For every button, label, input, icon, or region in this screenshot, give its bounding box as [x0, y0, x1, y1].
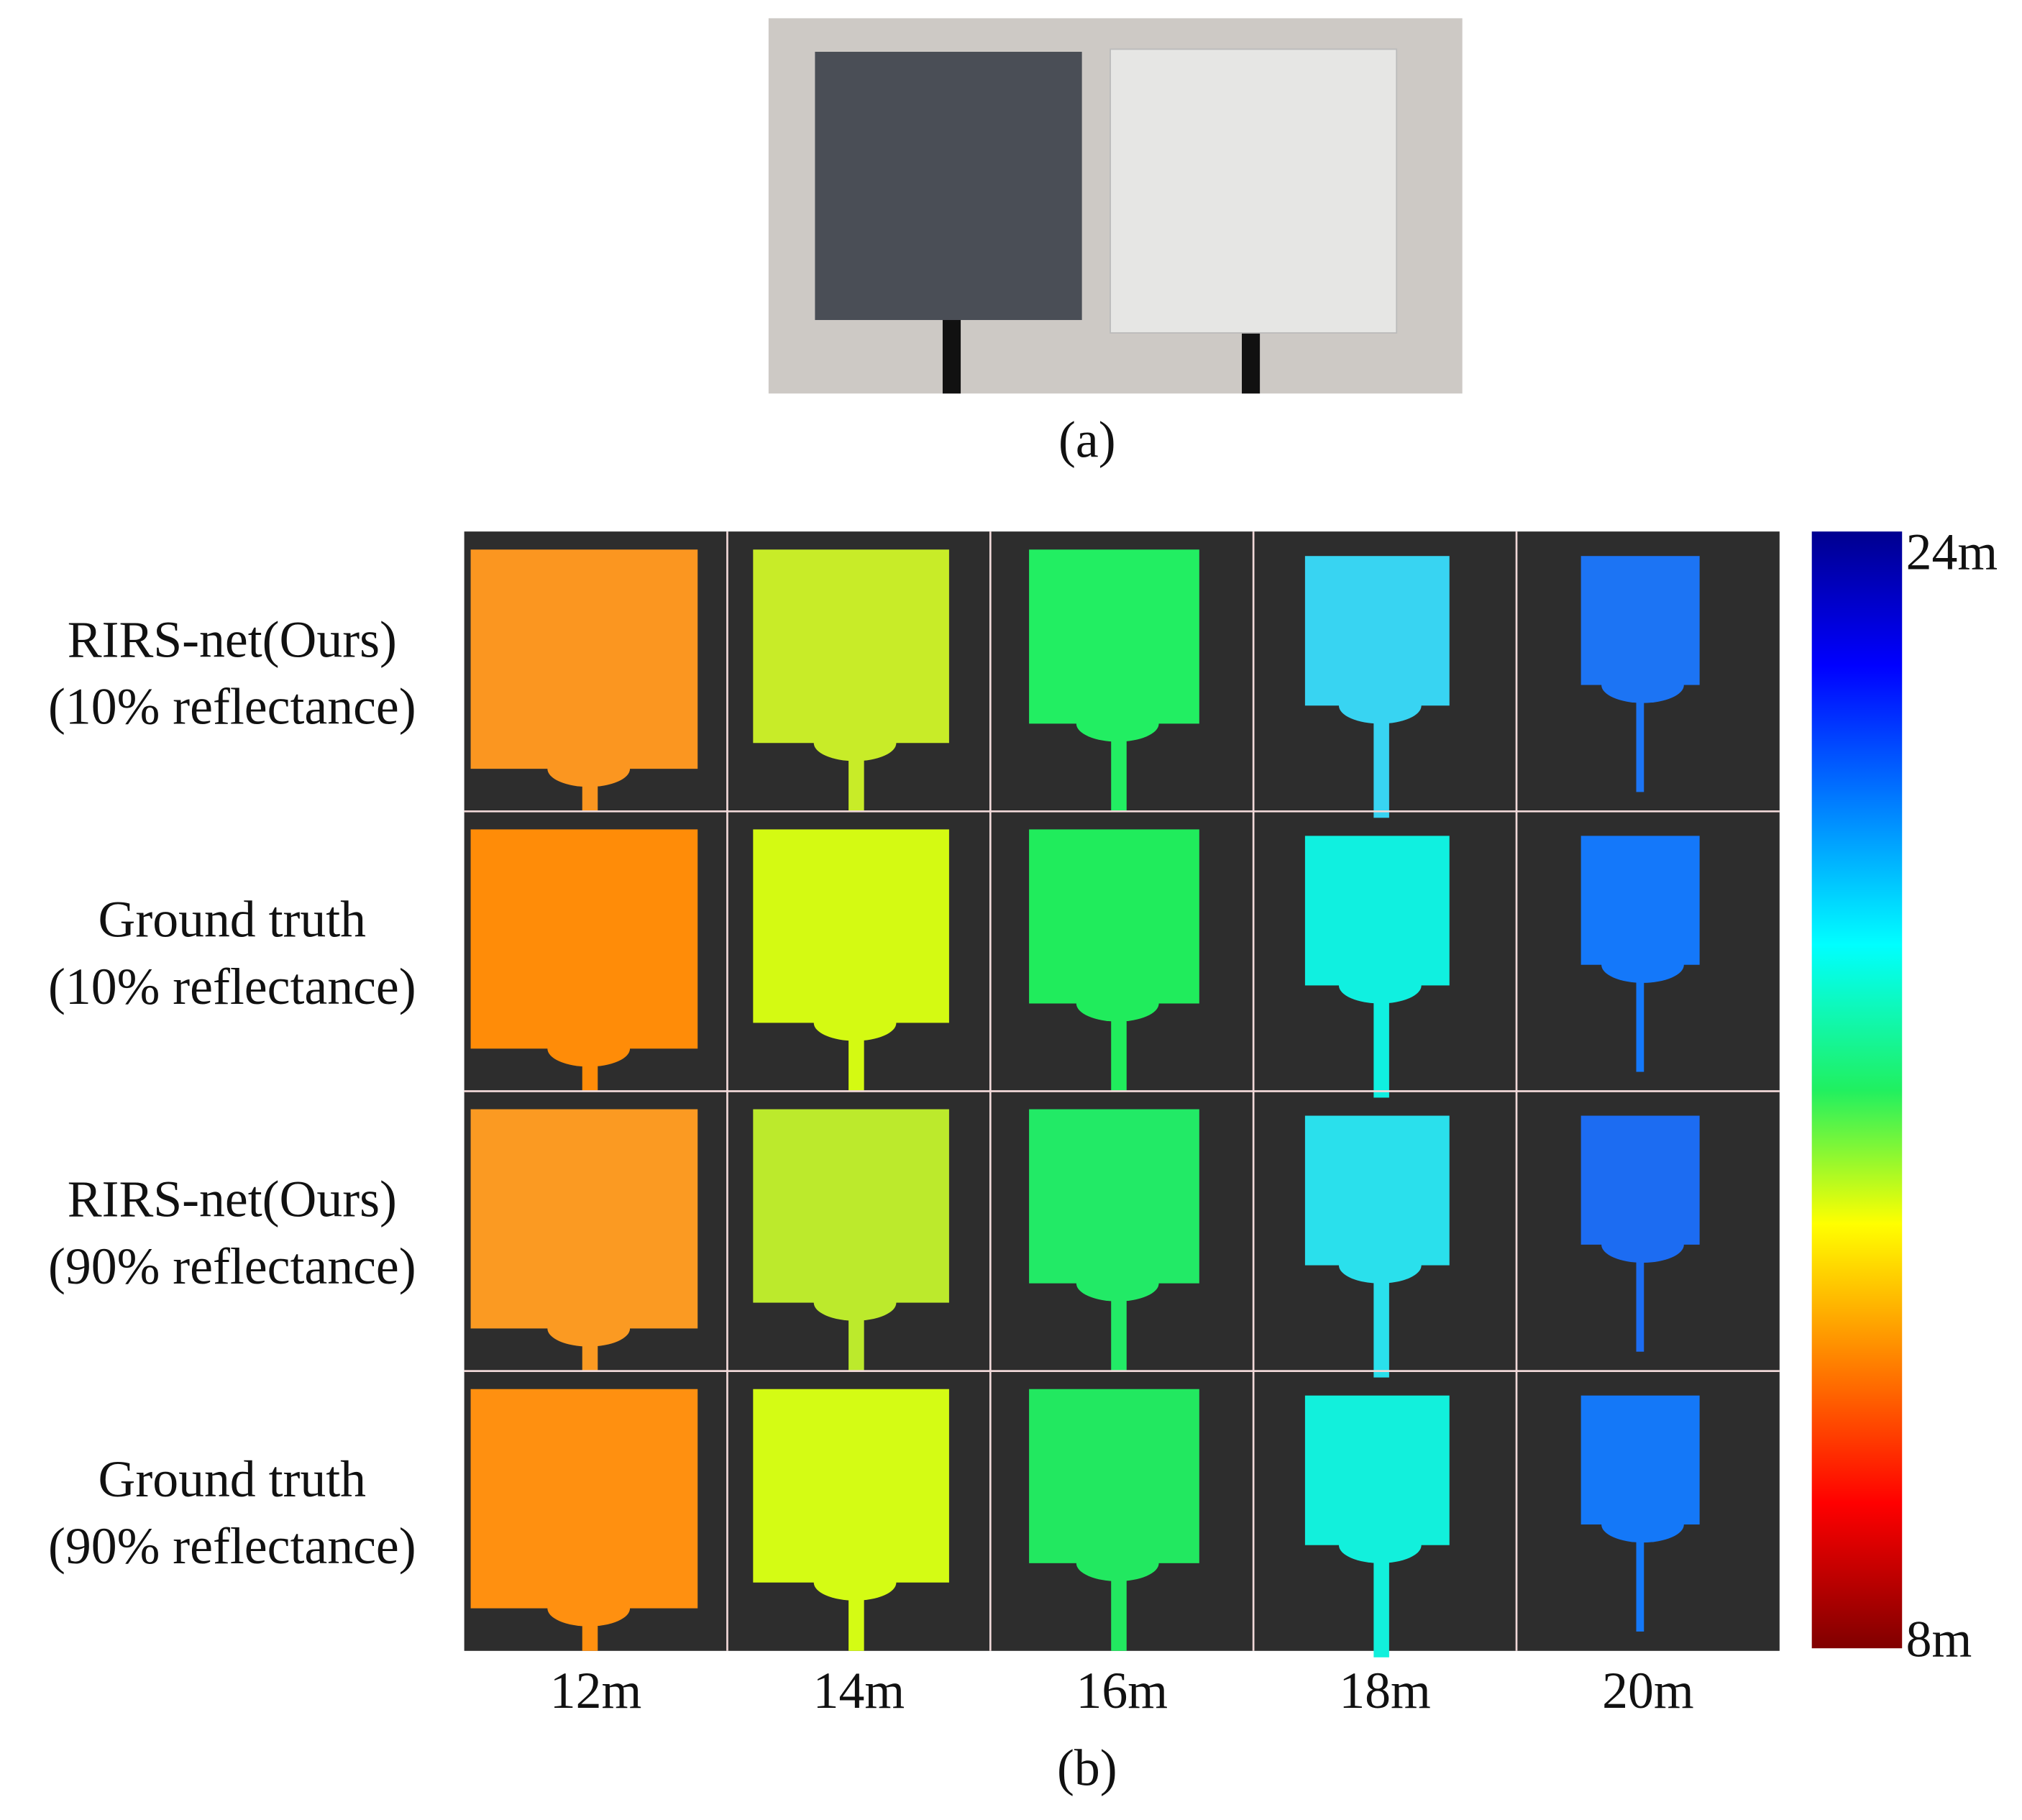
depth-stem	[1111, 723, 1127, 812]
depth-panel	[753, 829, 949, 1023]
row-label: RIRS-net(Ours)	[68, 1171, 397, 1228]
depth-panel	[1029, 549, 1199, 724]
depth-panel	[1580, 1395, 1700, 1525]
depth-panel	[470, 829, 698, 1049]
depth-panel	[1580, 1115, 1700, 1245]
row-label: RIRS-net(Ours)	[68, 611, 397, 668]
colorbar-label: 24m	[1906, 523, 1998, 580]
column-label: 14m	[813, 1662, 905, 1719]
row-label: (90% reflectance)	[48, 1238, 416, 1295]
row-label: Ground truth	[99, 891, 367, 948]
depth-stem	[1636, 1244, 1644, 1352]
depth-stem	[1111, 1563, 1127, 1651]
column-label: 16m	[1076, 1662, 1168, 1719]
depth-panel	[1029, 1109, 1199, 1284]
depth-stem	[1373, 1265, 1389, 1378]
depth-stem	[1111, 1283, 1127, 1371]
depth-panel	[753, 1109, 949, 1303]
column-label: 20m	[1602, 1662, 1694, 1719]
depth-panel	[753, 1389, 949, 1583]
depth-stem	[1373, 1545, 1389, 1657]
row-label: (10% reflectance)	[48, 678, 416, 736]
depth-panel	[1029, 1389, 1199, 1563]
colorbar-label: 8m	[1906, 1610, 1972, 1668]
depth-panel	[470, 1109, 698, 1329]
depth-stem	[1373, 705, 1389, 818]
depth-stem	[1636, 964, 1644, 1072]
depth-stem	[1111, 1003, 1127, 1092]
column-label: 12m	[550, 1662, 642, 1719]
depth-panel	[1304, 1115, 1450, 1266]
depth-panel	[1580, 556, 1700, 685]
depth-panel	[470, 1389, 698, 1609]
row-label: Ground truth	[99, 1450, 367, 1508]
depth-panel	[470, 549, 698, 769]
depth-panel	[1304, 1395, 1450, 1545]
depth-stem	[1636, 685, 1644, 792]
panel-label: (b)	[1057, 1739, 1117, 1797]
column-label: 18m	[1339, 1662, 1431, 1719]
panel-label: (a)	[1058, 411, 1116, 468]
photo	[768, 18, 1463, 394]
row-label: (90% reflectance)	[48, 1517, 416, 1575]
colorbar	[1811, 531, 1903, 1649]
depth-panel	[1029, 829, 1199, 1004]
row-label: (10% reflectance)	[48, 958, 416, 1015]
depth-panel	[1304, 836, 1450, 986]
depth-panel	[753, 549, 949, 744]
depth-panel	[1304, 556, 1450, 706]
depth-stem	[1373, 985, 1389, 1098]
depth-panel	[1580, 836, 1700, 965]
depth-stem	[1636, 1524, 1644, 1632]
